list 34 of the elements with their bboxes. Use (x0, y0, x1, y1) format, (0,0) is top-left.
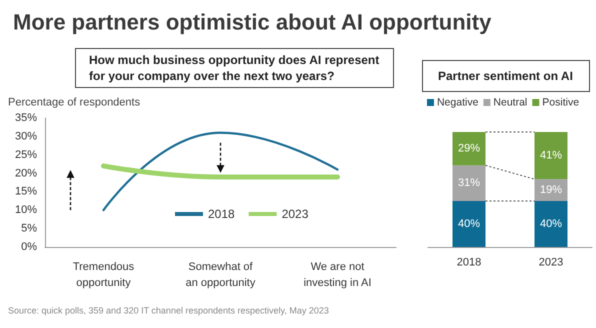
data-label: 31% (458, 177, 480, 190)
bar (452, 201, 486, 247)
x-tick-label: 2018 (456, 256, 482, 268)
y-tick-label: 10% (14, 204, 38, 216)
x-tick-label: We are not investing in AI (304, 261, 372, 289)
y-tick-label: 35% (14, 112, 38, 124)
source-note: Source: quick polls, 359 and 320 IT channel respondents respectively, May 2023 (8, 306, 329, 316)
chart-title: More partners optimistic about AI opportunity (13, 10, 492, 34)
legend-label: 2018 (208, 207, 236, 221)
legend-label: Negative (436, 96, 479, 108)
data-label: 29% (458, 142, 480, 155)
data-label: 41% (540, 150, 562, 162)
data-label: 40% (540, 218, 562, 230)
x-tick-label: Tremendous opportunity (72, 261, 135, 289)
y-tick-label: 20% (14, 167, 38, 180)
legend-label: Positive (542, 96, 580, 108)
x-tick-label: Somewhat of an opportunity (186, 261, 256, 289)
bar (534, 201, 568, 247)
data-label: 40% (458, 218, 480, 230)
legend-label: Neutral (493, 96, 528, 108)
y-tick-label: 25% (14, 148, 38, 161)
bar (452, 132, 486, 166)
y-tick-label: 15% (14, 186, 38, 198)
y-tick-label: 5% (21, 222, 38, 235)
x-tick-label: 2023 (538, 256, 564, 268)
legend-label: 2023 (282, 207, 309, 221)
data-label: 19% (540, 184, 562, 196)
y-axis-title: Percentage of respondents (8, 96, 141, 108)
bar (534, 132, 568, 180)
chart-title: Partner sentiment on AI (438, 69, 573, 83)
chart-subtitle: How much business opportunity does AI represent for your company over the next two years? (89, 53, 380, 83)
bar (452, 165, 486, 201)
y-tick-label: 0% (21, 241, 38, 253)
y-tick-label: 30% (14, 130, 38, 142)
